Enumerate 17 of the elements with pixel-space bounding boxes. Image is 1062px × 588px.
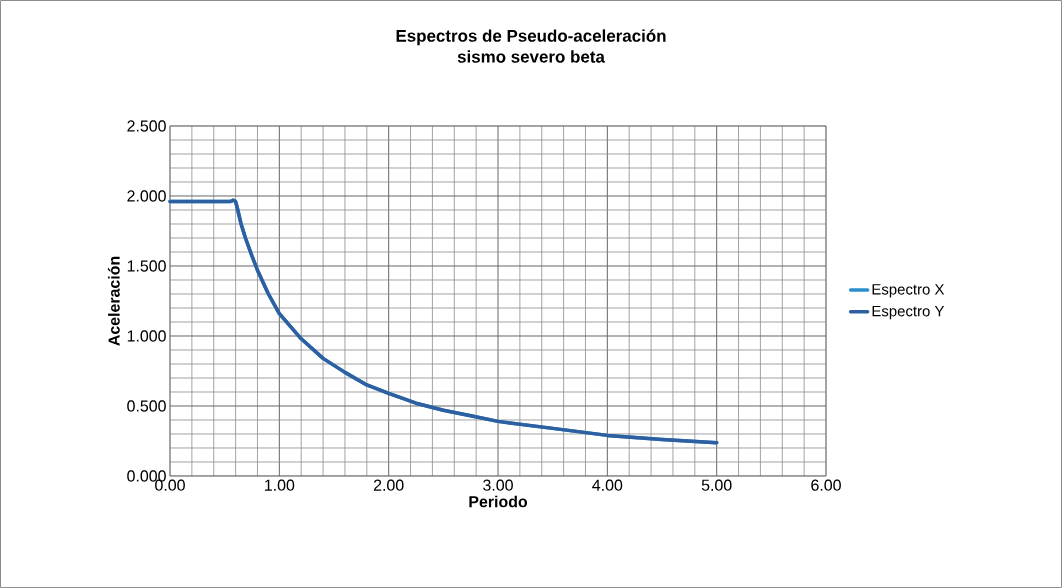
y-tick-label: 2.500 <box>127 120 166 132</box>
chart-title: Espectros de Pseudo-aceleración <box>396 29 666 46</box>
x-tick-label: 1.00 <box>265 479 295 491</box>
legend-label: Espectro X <box>872 284 945 298</box>
x-tick-label: 5.00 <box>701 479 732 491</box>
y-tick-label: 1.500 <box>127 260 166 272</box>
x-tick-label: 6.00 <box>811 479 841 491</box>
x-tick-label: 2.00 <box>373 479 404 491</box>
x-axis-title: Periodo <box>469 495 528 508</box>
chart-subtitle: sismo severo beta <box>457 50 605 63</box>
y-tick-label: 1.000 <box>127 330 166 342</box>
y-tick-label: 0.500 <box>127 400 166 412</box>
y-axis-title: Aceleración <box>107 256 120 346</box>
x-tick-label: 3.00 <box>483 479 513 491</box>
x-tick-label: 4.00 <box>592 479 623 491</box>
legend-label: Espectro Y <box>872 305 945 320</box>
y-tick-label: 2.000 <box>127 190 166 202</box>
